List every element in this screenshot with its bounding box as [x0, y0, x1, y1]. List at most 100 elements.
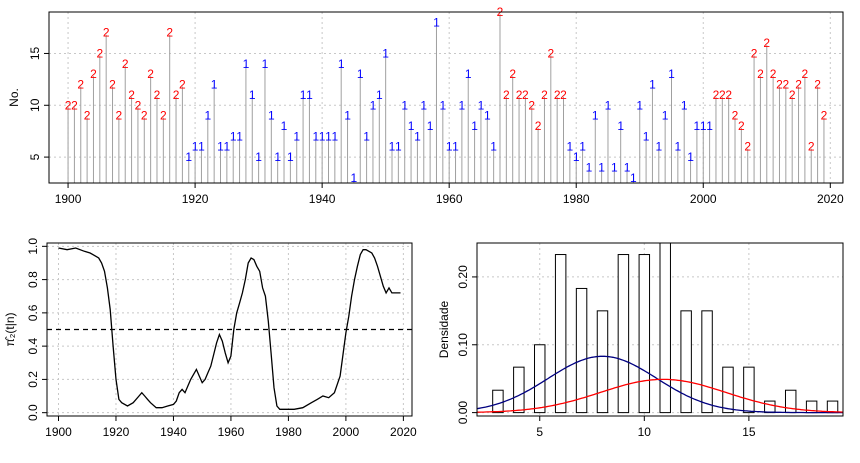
regime-marker: 2 — [719, 88, 726, 102]
y-tick-label: 1.0 — [26, 238, 40, 255]
regime-marker: 2 — [147, 67, 154, 81]
y-tick-label: 0.00 — [456, 401, 470, 425]
regime-marker: 1 — [662, 109, 669, 123]
regime-marker: 1 — [268, 109, 275, 123]
x-tick-label: 1960 — [218, 425, 245, 439]
regime-marker: 2 — [122, 57, 129, 71]
regime-marker: 2 — [516, 88, 523, 102]
regime-marker: 1 — [586, 160, 593, 174]
regime-marker: 2 — [509, 67, 516, 81]
regime-marker: 2 — [789, 88, 796, 102]
histogram-bar — [743, 366, 755, 414]
y-tick-label: 10 — [28, 98, 42, 112]
histogram-bar — [659, 242, 671, 414]
regime-marker: 1 — [427, 119, 434, 133]
regime-marker: 1 — [376, 88, 383, 102]
regime-marker: 1 — [573, 150, 580, 164]
regime-marker: 2 — [554, 88, 561, 102]
regime-marker: 1 — [198, 140, 205, 154]
y-tick-label: 5 — [28, 153, 42, 160]
regime-marker: 1 — [446, 140, 453, 154]
regime-marker: 1 — [579, 140, 586, 154]
regime-marker: 1 — [370, 98, 377, 112]
regime-marker: 2 — [814, 78, 821, 92]
x-tick-label: 15 — [742, 425, 756, 439]
regime-marker: 2 — [503, 88, 510, 102]
regime-marker: 2 — [179, 78, 186, 92]
x-tick-label: 1900 — [55, 192, 82, 206]
x-tick-label: 10 — [638, 425, 652, 439]
y-tick-label: 0.20 — [456, 265, 470, 289]
y-axis-label: Densidade — [437, 300, 451, 358]
regime-marker: 2 — [541, 88, 548, 102]
regime-marker: 1 — [185, 150, 192, 164]
regime-marker: 1 — [357, 67, 364, 81]
regime-marker: 1 — [681, 98, 688, 112]
y-tick-label: 0.8 — [26, 271, 40, 288]
regime-marker: 1 — [408, 119, 415, 133]
regime-marker: 1 — [224, 140, 231, 154]
regime-marker: 1 — [624, 160, 631, 174]
histogram-bar — [701, 310, 713, 414]
regime-marker: 1 — [287, 150, 294, 164]
panel-posterior: 1900 1920 1940 1960 1980 2000 2020 0.0 0.2 0.4 0.6… — [3, 238, 417, 439]
regime-marker: 2 — [757, 67, 764, 81]
x-tick-label: 2000 — [690, 192, 717, 206]
regime-marker: 2 — [109, 78, 116, 92]
regime-marker: 2 — [77, 78, 84, 92]
probability-line — [58, 247, 401, 410]
regime-marker: 1 — [478, 98, 485, 112]
histogram-bar — [554, 254, 567, 414]
plot-frame — [48, 11, 844, 184]
x-tick-label: 2000 — [333, 425, 360, 439]
y-tick-label: 0.4 — [26, 337, 40, 354]
regime-marker: 2 — [96, 46, 103, 60]
regime-marker: 2 — [547, 46, 554, 60]
regime-marker: 2 — [103, 26, 110, 40]
regime-marker: 2 — [116, 109, 123, 123]
regime-marker: 1 — [325, 129, 332, 143]
density-curve-regime2 — [477, 378, 844, 413]
regime-marker: 1 — [706, 119, 713, 133]
regime-marker: 2 — [522, 88, 529, 102]
regime-marker: 2 — [751, 46, 758, 60]
histogram-bar — [638, 254, 651, 414]
y-tick-label: 15 — [28, 46, 42, 60]
regime-marker: 1 — [262, 57, 269, 71]
regime-marker: 1 — [281, 119, 288, 133]
regime-marker: 1 — [459, 98, 466, 112]
regime-marker: 1 — [643, 129, 650, 143]
regime-marker: 1 — [687, 150, 694, 164]
y-tick-label: 0.0 — [26, 404, 40, 421]
regime-marker: 1 — [243, 57, 250, 71]
regime-marker: 1 — [484, 109, 491, 123]
panel-density: 5 10 15 0.00 0.10 0.20 Densidade — [437, 242, 844, 439]
regime-marker: 2 — [770, 67, 777, 81]
regime-marker: 1 — [649, 78, 656, 92]
regime-marker: 1 — [433, 15, 440, 29]
y-axis-label: π̂₂(t|n) — [3, 312, 17, 346]
regime-marker: 2 — [128, 88, 135, 102]
regime-marker: 2 — [725, 88, 732, 102]
regime-marker: 1 — [363, 129, 370, 143]
regime-marker: 2 — [71, 98, 78, 112]
regime-marker: 1 — [331, 129, 338, 143]
regime-marker: 2 — [173, 88, 180, 102]
regime-marker: 2 — [795, 78, 802, 92]
regime-marker: 1 — [338, 57, 345, 71]
x-tick-label: 1940 — [160, 425, 187, 439]
x-tick-label: 1900 — [45, 425, 72, 439]
regime-marker: 1 — [700, 119, 707, 133]
regime-marker: 2 — [821, 109, 828, 123]
regime-marker: 2 — [528, 98, 535, 112]
regime-marker: 2 — [535, 119, 542, 133]
regime-marker: 1 — [204, 109, 211, 123]
plot-frame — [476, 242, 844, 417]
regime-marker: 2 — [166, 26, 173, 40]
regime-marker: 1 — [389, 140, 396, 154]
regime-marker: 1 — [611, 160, 618, 174]
regime-marker: 1 — [293, 129, 300, 143]
regime-marker: 1 — [249, 88, 256, 102]
x-tick-label: 1920 — [103, 425, 130, 439]
